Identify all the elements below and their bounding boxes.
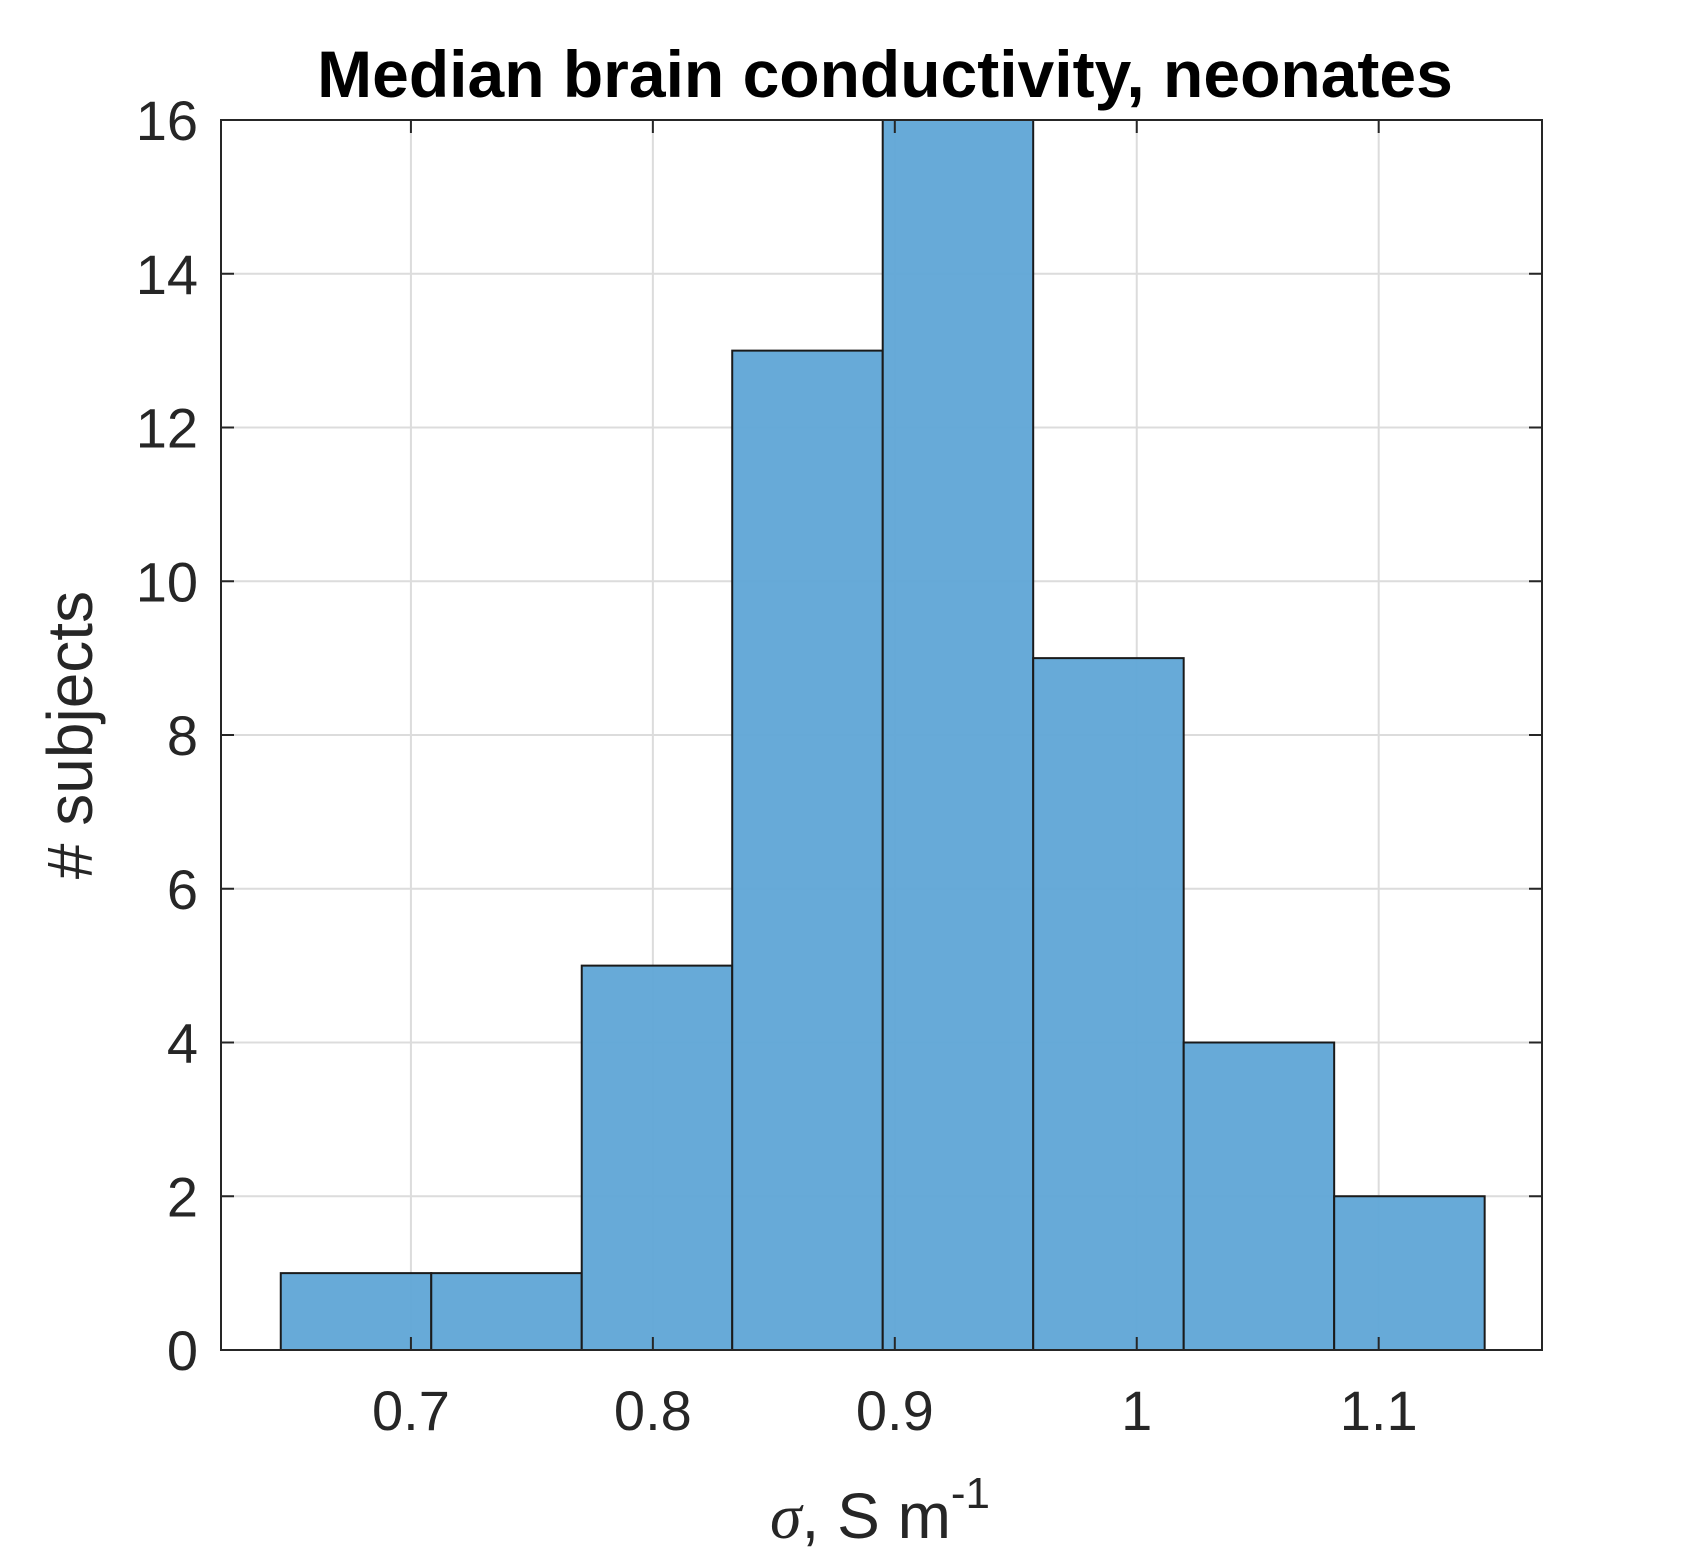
x-tick-label: 0.8 [614, 1379, 692, 1442]
x-tick-labels: 0.7 0.8 0.9 1 1.1 [372, 1379, 1418, 1442]
y-tick-label: 16 [136, 89, 198, 152]
x-axis-label-text: , S m [802, 1480, 951, 1552]
y-tick-label: 4 [167, 1012, 198, 1075]
histogram-bars [279, 119, 1486, 1351]
y-tick-label: 10 [136, 550, 198, 613]
histogram-bar [731, 349, 884, 1351]
y-tick-label: 6 [167, 858, 198, 921]
histogram-bar [1032, 657, 1185, 1351]
y-tick-label: 14 [136, 243, 198, 306]
chart-title: Median brain conductivity, neonates [317, 37, 1453, 111]
y-tick-label: 8 [167, 704, 198, 767]
histogram-bar [580, 964, 734, 1351]
x-tick-label: 1.1 [1340, 1379, 1418, 1442]
histogram-bar [1182, 1041, 1336, 1351]
x-tick-label: 1 [1121, 1379, 1152, 1442]
y-tick-label: 0 [167, 1319, 198, 1382]
y-tick-label: 12 [136, 397, 198, 460]
histogram-bar [1333, 1195, 1486, 1351]
x-tick-label: 0.7 [372, 1379, 450, 1442]
axis-ticks [221, 119, 1542, 1351]
y-axis-label: # subjects [34, 591, 106, 879]
y-tick-label: 2 [167, 1165, 198, 1228]
histogram-bar [279, 1272, 433, 1351]
x-axis-label-symbol: σ [770, 1481, 804, 1552]
x-tick-label: 0.9 [856, 1379, 934, 1442]
y-tick-labels: 0 2 4 6 8 10 12 14 16 [136, 89, 198, 1382]
x-axis-label-superscript: -1 [951, 1469, 990, 1518]
histogram-bar [881, 119, 1035, 1351]
histogram-bar [430, 1272, 583, 1351]
x-axis-label: σ, S m-1 [770, 1469, 990, 1552]
